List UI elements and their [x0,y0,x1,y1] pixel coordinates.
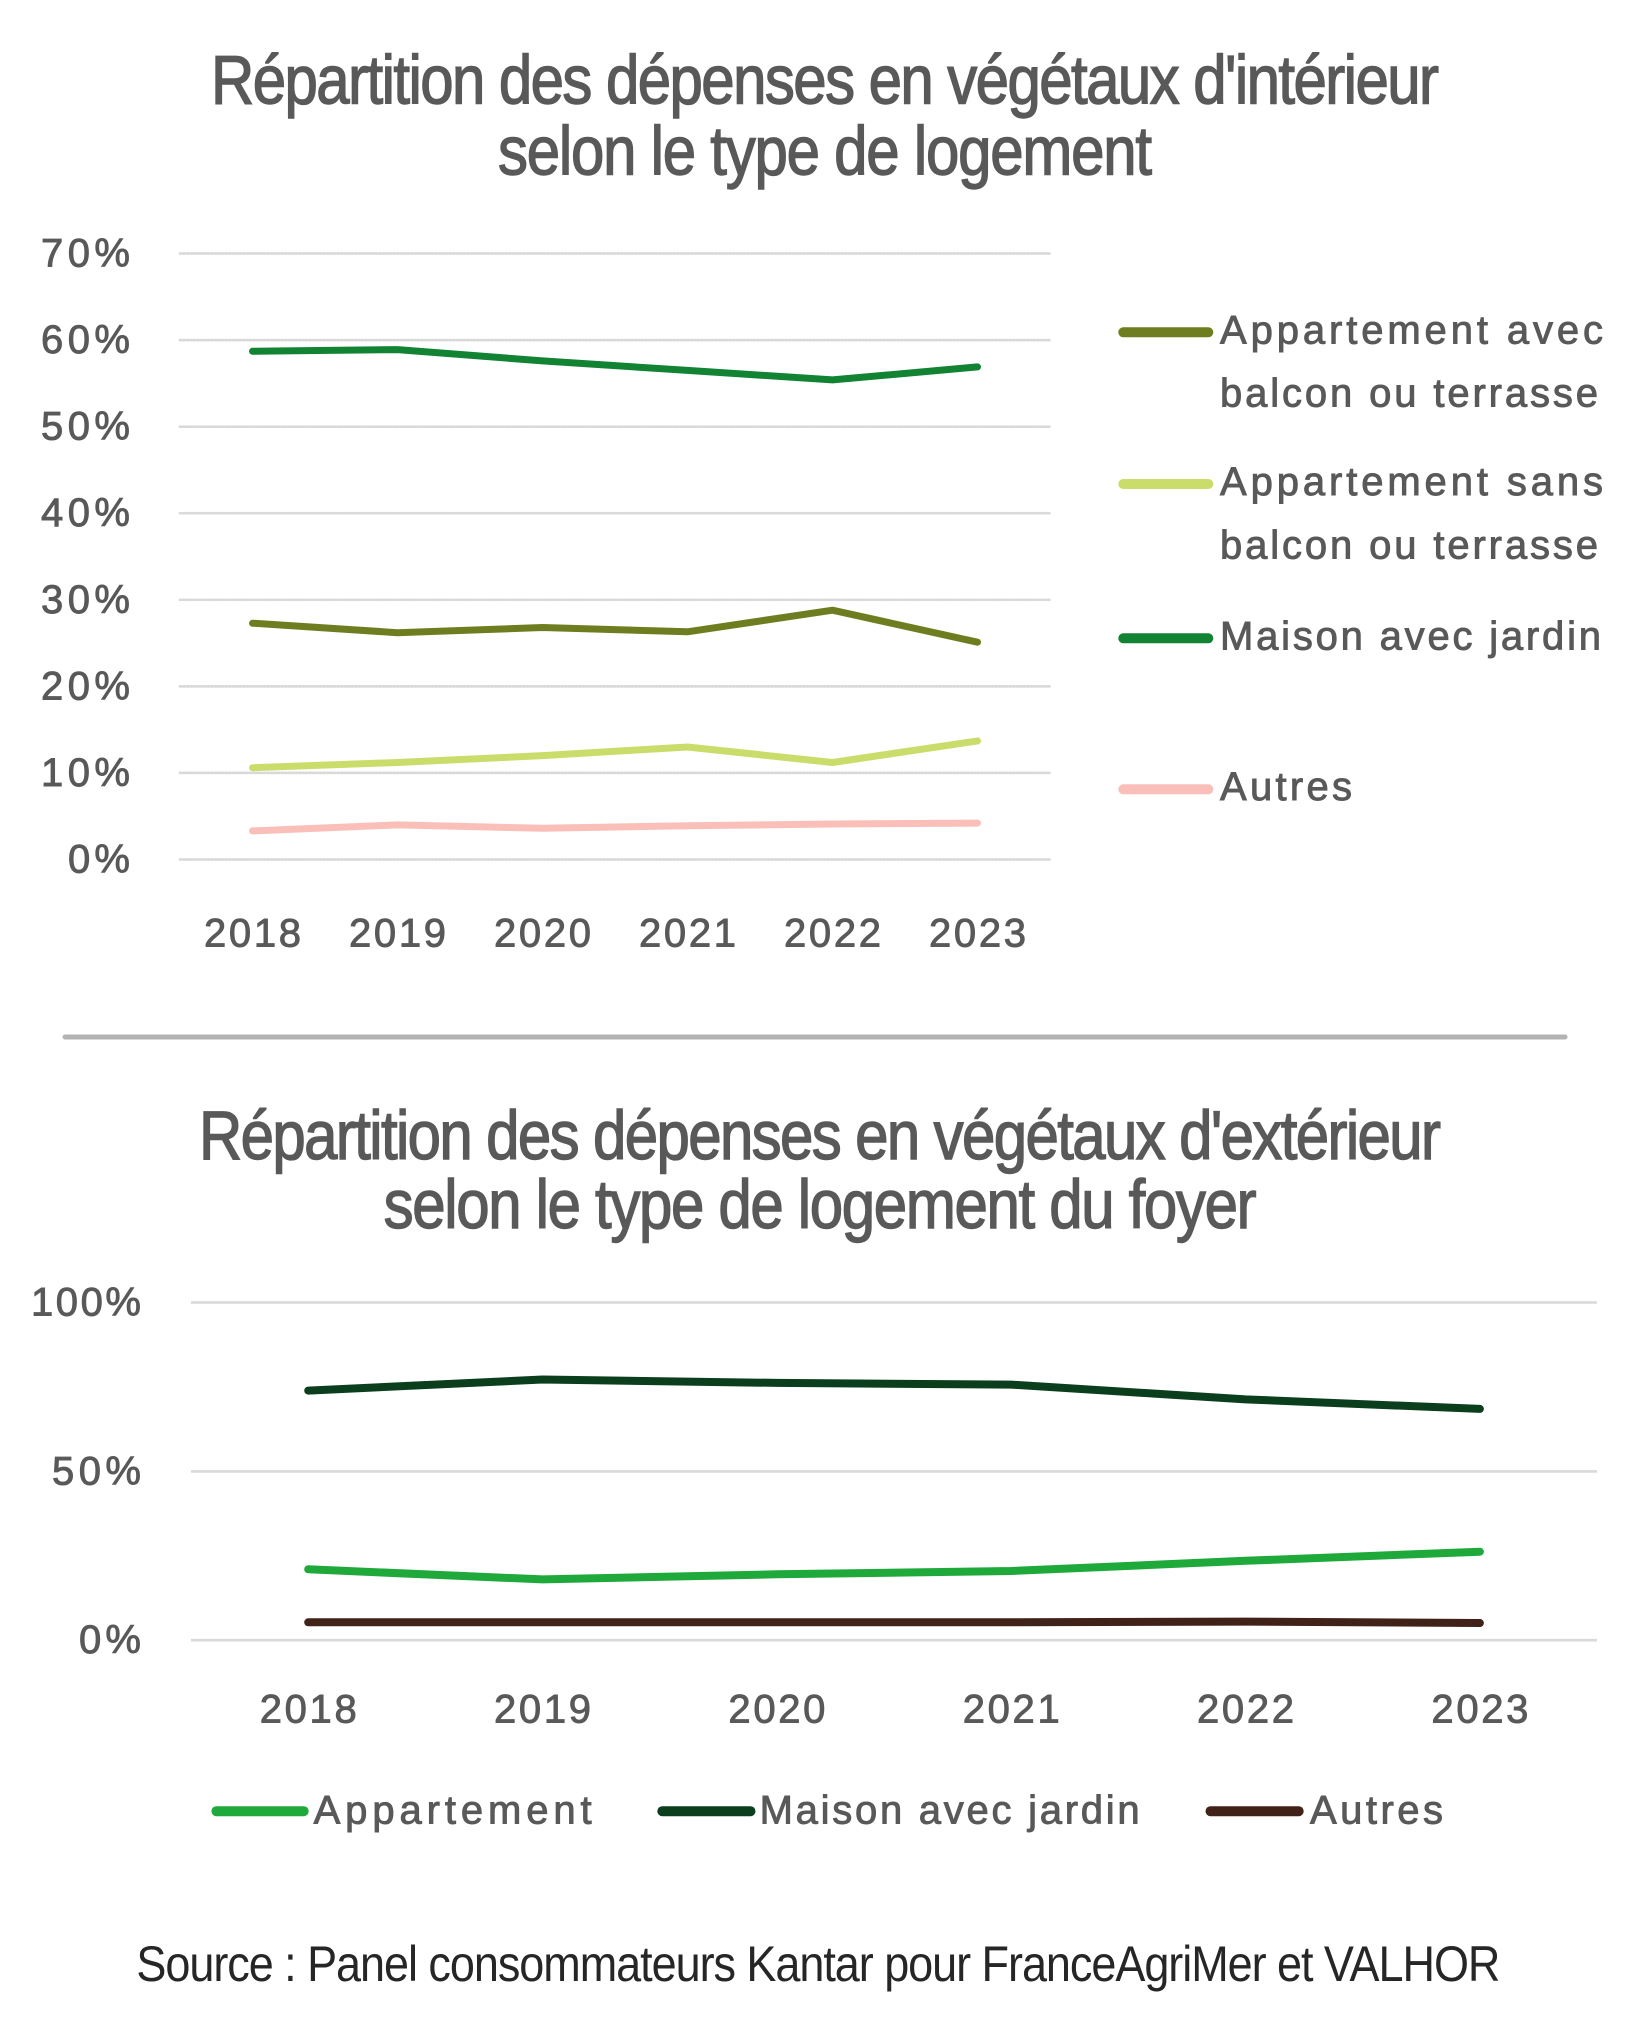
svg-text:Source : Panel consommateurs K: Source : Panel consommateurs Kantar pour… [136,1937,1500,1993]
svg-text:selon le type de logement du f: selon le type de logement du foyer [384,1165,1257,1243]
svg-text:balcon ou terrasse: balcon ou terrasse [1220,372,1598,416]
svg-text:100%: 100% [31,1281,141,1325]
svg-text:Appartement sans: Appartement sans [1220,460,1603,504]
svg-text:30%: 30% [41,578,130,622]
svg-text:Répartition des dépenses en vé: Répartition des dépenses en végétaux d'i… [211,41,1439,119]
svg-text:Appartement avec: Appartement avec [1220,308,1603,352]
svg-text:40%: 40% [41,491,130,535]
svg-text:balcon ou terrasse: balcon ou terrasse [1220,523,1598,567]
svg-text:Appartement: Appartement [314,1789,592,1833]
svg-text:Maison avec jardin: Maison avec jardin [1220,614,1601,658]
svg-text:50%: 50% [41,405,130,449]
svg-text:Autres: Autres [1220,765,1352,809]
svg-text:Autres: Autres [1310,1789,1443,1833]
svg-text:70%: 70% [41,232,130,276]
svg-text:0%: 0% [68,838,130,882]
svg-text:0%: 0% [79,1618,141,1662]
svg-text:50%: 50% [52,1449,141,1493]
svg-text:Maison avec jardin: Maison avec jardin [760,1789,1140,1833]
svg-text:10%: 10% [41,751,130,795]
svg-text:60%: 60% [41,318,130,362]
svg-text:20%: 20% [41,664,130,708]
svg-text:Répartition des dépenses en vé: Répartition des dépenses en végétaux d'e… [199,1096,1441,1174]
svg-text:selon le type de logement: selon le type de logement [498,111,1152,189]
